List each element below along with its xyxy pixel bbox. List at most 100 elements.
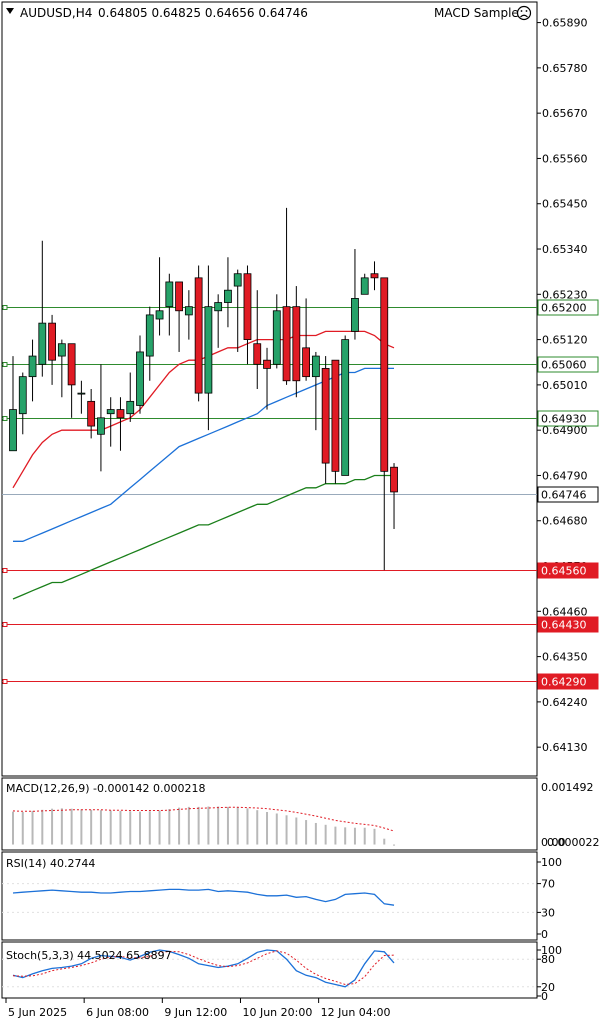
frown-face-icon[interactable] [516,5,532,21]
price-tick-label: 0.65780 [542,62,588,75]
price-tick-label: 0.64130 [542,741,588,754]
level-price-tag [537,562,599,579]
candle [136,335,144,414]
candle [18,372,27,435]
candle [9,356,17,452]
candle-body [194,277,203,394]
time-axis-label: 10 Jun 20:00 [242,1006,312,1019]
price-tick-label: 0.64350 [542,651,588,664]
candle [155,257,164,336]
time-axis-label: 5 Jun 2025 [8,1006,67,1019]
candle [87,389,96,439]
candle [28,339,37,402]
price-tick-label: 0.64240 [542,696,588,709]
candle [224,257,232,328]
ema-slow-line [12,474,394,600]
candle [380,277,389,571]
stoch-title: Stoch(5,3,3) 44.5024 65.8897 [6,949,172,962]
candle-body [28,355,37,378]
candle-body [97,417,105,435]
stoch-tick-label: 100 [541,944,562,957]
price-tick-label: 0.64460 [542,605,588,618]
candle-body [57,343,66,357]
stoch-pane-frame [1,941,538,999]
rsi-tick-label: 100 [541,856,562,869]
level-price-label: 0.64290 [541,676,587,689]
price-pane-frame [1,1,538,777]
candle-body [48,322,56,361]
time-axis-label: 6 Jun 08:00 [86,1006,149,1019]
candle-body [292,306,301,382]
macd-tick-label: 0.00 [541,836,566,849]
candle-body [224,289,232,303]
price-tick-label: 0.65560 [542,152,588,165]
candle [145,306,154,381]
candle-body [311,355,320,378]
candle-body [9,409,17,452]
candle [302,298,311,381]
candle-body [233,273,242,287]
price-tick-label: 0.64680 [542,515,588,528]
stoch-k-line [12,949,395,988]
rsi-tick-label: 30 [541,906,555,919]
level-anchor [2,568,8,573]
stoch-d-line [12,950,395,986]
price-tick-label: 0.65340 [542,243,588,256]
rsi-pane-frame [1,851,538,941]
candle-body [282,306,291,382]
candle [351,249,359,340]
candle-body [351,298,359,332]
time-axis-label: 9 Jun 12:00 [164,1006,227,1019]
candle-body [302,347,311,378]
candle-body [155,310,164,320]
candle [321,356,330,484]
level-anchor [2,622,8,627]
level-price-label: 0.65060 [541,359,587,372]
candle [370,261,379,291]
candle-body [67,343,76,386]
candle-body [18,376,27,415]
candle-body [38,322,47,365]
candle [263,347,271,410]
candle [194,265,203,402]
candle [165,273,174,336]
macd-title: MACD(12,26,9) -0.000142 0.000218 [6,782,205,795]
stoch-tick-label: 20 [541,981,555,994]
candle-body [116,409,125,419]
dropdown-arrow-icon[interactable] [6,8,14,14]
price-tick-label: 0.65890 [542,17,588,30]
candle [292,286,301,398]
price-tick-label: 0.64900 [542,424,588,437]
candle [243,265,252,365]
level-anchor [2,416,8,421]
candle [331,359,340,484]
candle-body [106,409,115,415]
candle [311,351,320,431]
level-price-tag [537,616,599,633]
candle-body [175,281,183,312]
price-tick-label: 0.65120 [542,334,588,347]
candle [233,269,242,352]
candle-body [380,277,389,472]
price-tick-label: 0.65010 [542,379,588,392]
chart-symbol: AUDUSD,H4 [20,6,92,20]
candle-body [253,343,262,365]
level-anchor [2,679,8,684]
candle-body [370,273,379,279]
rsi-title: RSI(14) 40.2744 [6,857,95,870]
candle-body [360,277,369,295]
price-tick-label: 0.65450 [542,198,588,211]
stoch-tick-label: 0 [541,990,548,1003]
candle [360,273,369,295]
level-anchor [2,362,8,367]
candle [48,314,56,385]
candle-body [214,302,223,312]
candle-body [184,306,193,316]
candle-body [272,310,281,365]
candle [77,380,86,414]
candle-body [321,368,330,464]
time-axis-label: 12 Jun 04:00 [321,1006,391,1019]
macd-tick-label: 0.000022 [547,836,600,849]
price-tick-label: 0.65230 [542,288,588,301]
